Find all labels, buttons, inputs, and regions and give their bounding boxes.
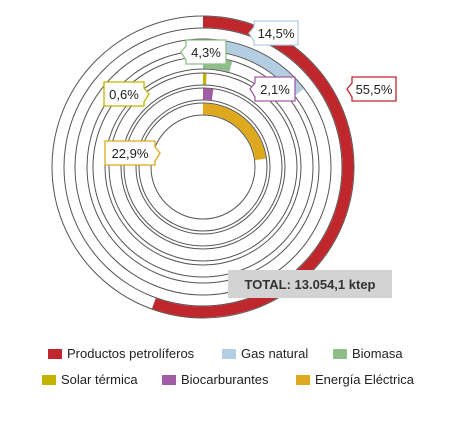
data-arc xyxy=(202,88,214,101)
legend-item-biocarburantes: Biocarburantes xyxy=(162,372,268,387)
legend-item-gas: Gas natural xyxy=(222,346,308,361)
legend-item-solar: Solar térmica xyxy=(42,372,138,387)
legend-label: Energía Eléctrica xyxy=(315,372,414,387)
data-label-box xyxy=(346,76,397,102)
data-label-box xyxy=(249,76,296,102)
legend-swatch xyxy=(42,374,56,385)
data-label: 55,5% xyxy=(356,82,393,97)
legend-swatch xyxy=(333,348,347,359)
total-label: TOTAL: 13.054,1 ktep xyxy=(244,277,375,292)
legend-swatch xyxy=(48,348,62,359)
data-label: 14,5% xyxy=(258,26,295,41)
legend-swatch xyxy=(162,374,176,385)
data-label: 0,6% xyxy=(109,87,139,102)
ring-track xyxy=(124,88,282,246)
data-label: 2,1% xyxy=(260,82,290,97)
legend-item-biomasa: Biomasa xyxy=(333,346,403,361)
legend-swatch xyxy=(296,374,310,385)
total-box xyxy=(228,270,392,298)
legend-label: Biocarburantes xyxy=(181,372,269,387)
legend-item-productos: Productos petrolíferos xyxy=(48,346,194,361)
data-label-box xyxy=(180,39,227,65)
data-arc xyxy=(202,103,266,161)
legend-swatch xyxy=(222,348,236,359)
legend-label: Biomasa xyxy=(352,346,403,361)
legend-label: Solar térmica xyxy=(61,372,138,387)
data-label-box xyxy=(104,140,161,166)
legend-item-electrica: Energía Eléctrica xyxy=(296,372,414,387)
data-label: 22,9% xyxy=(112,146,149,161)
legend-label: Productos petrolíferos xyxy=(67,346,195,361)
data-label-box xyxy=(248,20,299,46)
data-label: 4,3% xyxy=(191,45,221,60)
legend-label: Gas natural xyxy=(241,346,309,361)
data-label-box xyxy=(103,81,150,107)
